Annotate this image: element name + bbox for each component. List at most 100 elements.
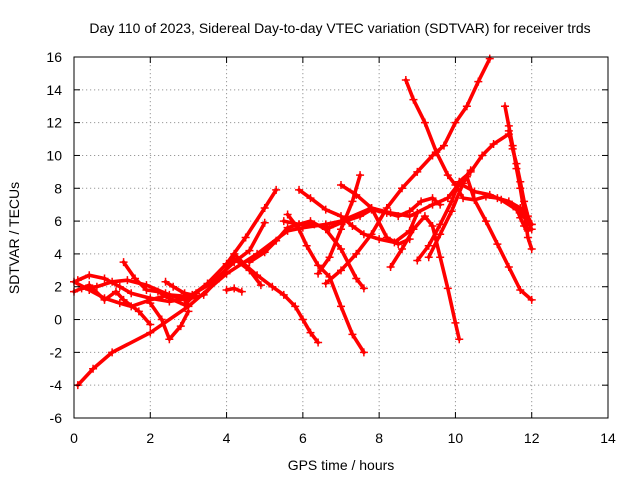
data-point-marker [520,222,529,231]
data-point-marker [310,220,319,229]
data-point-marker [348,197,357,206]
data-point-marker [443,284,452,293]
data-point-marker [169,282,178,291]
x-tick-label: 14 [600,430,616,446]
series-line [297,188,420,245]
y-tick-label: 16 [46,49,62,65]
data-point-marker [89,364,98,373]
data-point-marker [306,194,315,203]
data-point-marker [398,184,407,193]
data-point-marker [375,235,384,244]
data-point-marker [359,230,368,239]
data-point-marker [348,330,357,339]
data-point-marker [352,274,361,283]
data-point-marker [367,230,376,239]
data-point-marker [306,328,315,337]
data-point-marker [123,276,132,285]
data-point-marker [451,118,460,127]
data-point-marker [420,212,429,221]
data-point-marker [283,210,292,219]
data-point-marker [180,300,189,309]
data-point-marker [298,315,307,324]
data-point-marker [314,338,323,347]
data-point-marker [119,295,128,304]
data-point-marker [501,102,510,111]
data-point-marker [459,179,468,188]
series-track-5 [70,281,155,329]
data-point-marker [245,246,254,255]
data-point-marker [424,253,433,262]
data-point-marker [527,295,536,304]
data-point-marker [420,118,429,127]
series-line [232,252,320,345]
data-point-marker [367,203,376,212]
data-point-marker [100,295,109,304]
data-point-marker [382,233,391,242]
data-point-marker [230,249,239,258]
data-point-marker [466,166,475,175]
data-point-marker [153,287,162,296]
y-tick-label: 10 [46,147,62,163]
x-tick-label: 12 [524,430,540,446]
data-point-marker [413,208,422,217]
data-point-marker [108,277,117,286]
plot-frame [73,56,609,419]
data-point-marker [161,277,170,286]
data-point-marker [115,282,124,291]
series-track-12 [283,210,368,357]
data-point-marker [478,151,487,160]
x-tick-label: 2 [146,430,154,446]
data-point-marker [523,212,532,221]
data-point-marker [516,213,525,222]
y-tick-label: -6 [50,410,63,426]
data-point-marker [272,185,281,194]
y-tick-label: 14 [46,82,62,98]
data-point-marker [462,102,471,111]
data-point-marker [314,269,323,278]
data-point-marker [291,302,300,311]
data-point-marker [455,177,464,186]
data-point-marker [413,256,422,265]
data-point-marker [146,328,155,337]
data-point-marker [146,320,155,329]
series-line [79,256,263,302]
data-point-marker [489,139,498,148]
data-point-marker [504,126,513,135]
data-point-marker [268,282,277,291]
data-point-marker [245,258,254,267]
x-tick-label: 10 [448,430,464,446]
data-point-marker [146,299,155,308]
data-point-marker [157,315,166,324]
x-axis-title: GPS time / hours [288,457,395,473]
series-line [285,212,366,355]
series-line [76,181,530,388]
data-point-marker [493,194,502,203]
series-track-21 [424,166,475,262]
x-tick-label: 0 [70,430,78,446]
data-point-marker [321,205,330,214]
data-point-marker [314,261,323,270]
data-point-marker [504,263,513,272]
data-point-marker [451,318,460,327]
data-point-marker [92,282,101,291]
x-tick-label: 4 [223,430,231,446]
data-point-marker [527,244,536,253]
data-point-marker [516,286,525,295]
data-point-marker [512,159,521,168]
data-point-marker [493,240,502,249]
data-point-marker [504,197,513,206]
data-point-marker [508,144,517,153]
data-point-marker [321,279,330,288]
series-line [247,219,366,291]
axis-layer: 0 2 4 6 8 10 12 14 -6 -4 -2 0 2 4 6 8 10 12 14 16 [46,49,616,446]
data-point-marker [409,95,418,104]
series-track-25 [512,203,536,235]
data-point-marker [295,185,304,194]
data-point-marker [432,148,441,157]
data-point-marker [325,223,334,232]
data-point-marker [142,286,151,295]
data-point-marker [337,180,345,189]
data-point-marker [455,335,464,344]
series-track-8 [161,277,197,299]
